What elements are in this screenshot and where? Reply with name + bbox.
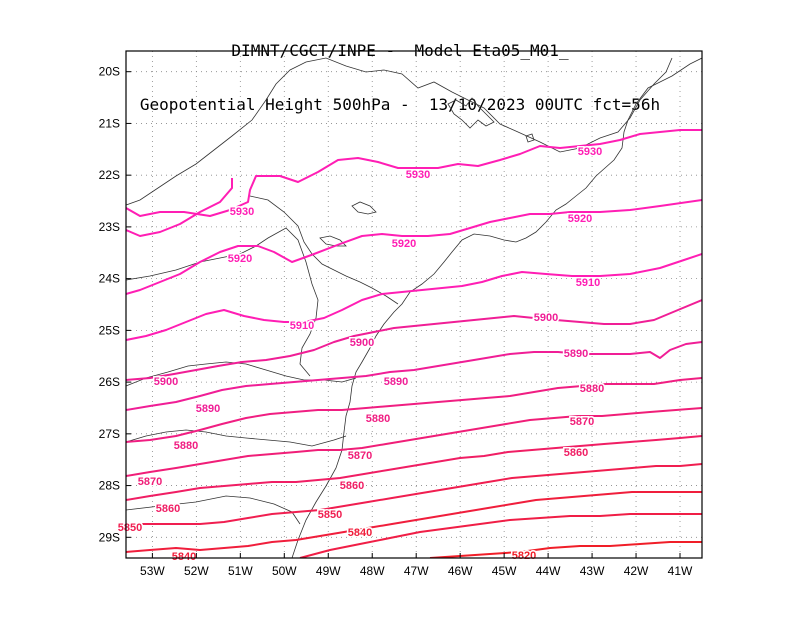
state-border-mg-sp bbox=[126, 57, 673, 206]
state-border-sp-pr bbox=[249, 195, 399, 305]
x-tick-label: 48W bbox=[360, 564, 385, 578]
x-tick-label: 51W bbox=[228, 564, 253, 578]
contour-label-5870: 5870 bbox=[138, 476, 162, 488]
contour-label-5930: 5930 bbox=[230, 206, 254, 218]
island bbox=[525, 133, 535, 143]
x-tick-label: 53W bbox=[140, 564, 165, 578]
x-tick-label: 42W bbox=[624, 564, 649, 578]
contour-label-5870: 5870 bbox=[570, 416, 594, 428]
contour-line-5900 bbox=[126, 299, 702, 381]
reservoir bbox=[319, 235, 347, 247]
height-contours bbox=[126, 129, 702, 558]
title-line-2: Geopotential Height 500hPa - 13/10/2023 … bbox=[139, 95, 661, 114]
x-tick-label: 50W bbox=[272, 564, 297, 578]
contour-label-5910: 5910 bbox=[576, 277, 600, 289]
contour-line-5880 bbox=[126, 377, 702, 443]
y-tick-label: 24S bbox=[99, 272, 120, 286]
contour-label-5900: 5900 bbox=[534, 312, 558, 324]
map-title: DIMNT/CGCT/INPE - Model Eta05_M01_ Geopo… bbox=[0, 6, 800, 132]
contour-label-5880: 5880 bbox=[366, 413, 390, 425]
x-tick-label: 45W bbox=[492, 564, 517, 578]
y-tick-label: 25S bbox=[99, 323, 120, 337]
country-border bbox=[126, 227, 319, 377]
contour-line-5830 bbox=[299, 513, 702, 558]
contour-label-5890: 5890 bbox=[564, 348, 588, 360]
y-tick-label: 23S bbox=[99, 220, 120, 234]
coastline-and-borders bbox=[126, 57, 702, 558]
state-border-sc-rs bbox=[126, 429, 347, 447]
contour-label-5900: 5900 bbox=[350, 337, 374, 349]
contour-label-5930: 5930 bbox=[406, 169, 430, 181]
contour-label-5840: 5840 bbox=[348, 527, 372, 539]
y-tick-label: 28S bbox=[99, 479, 120, 493]
contour-line-5920 bbox=[126, 199, 702, 295]
contour-line-5850 bbox=[126, 463, 702, 525]
y-tick-label: 20S bbox=[99, 65, 120, 79]
contour-label-5880: 5880 bbox=[174, 440, 198, 452]
contour-labels: 5930 5930 5930 5920 5920 5920 5910 5910 5900 5900… bbox=[116, 145, 605, 565]
contour-label-5920: 5920 bbox=[392, 238, 416, 250]
contour-label-5920: 5920 bbox=[228, 253, 252, 265]
contour-line-5890 bbox=[126, 341, 702, 411]
contour-line-5860 bbox=[126, 435, 702, 501]
x-tick-label: 43W bbox=[580, 564, 605, 578]
reservoir bbox=[447, 97, 495, 129]
contour-line-5840 bbox=[126, 491, 702, 553]
contour-line-5910 bbox=[126, 253, 702, 341]
contour-label-5820: 5820 bbox=[512, 550, 536, 562]
x-tick-label: 41W bbox=[668, 564, 693, 578]
contour-label-5860: 5860 bbox=[340, 480, 364, 492]
contour-line-5930 bbox=[126, 129, 702, 217]
x-tick-label: 44W bbox=[536, 564, 561, 578]
contour-label-5860: 5860 bbox=[156, 503, 180, 515]
contour-line-5920 bbox=[126, 178, 233, 237]
contour-label-5930: 5930 bbox=[578, 146, 602, 158]
reservoir bbox=[351, 201, 377, 215]
contour-label-5860: 5860 bbox=[564, 447, 588, 459]
x-tick-label: 46W bbox=[448, 564, 473, 578]
contour-label-5910: 5910 bbox=[290, 320, 314, 332]
contour-label-5900: 5900 bbox=[154, 376, 178, 388]
y-tick-label: 22S bbox=[99, 168, 120, 182]
x-tick-label: 52W bbox=[184, 564, 209, 578]
y-tick-label: 26S bbox=[99, 375, 120, 389]
contour-label-5880: 5880 bbox=[580, 383, 604, 395]
map-frame bbox=[125, 50, 703, 559]
contour-label-5840: 5840 bbox=[172, 551, 196, 563]
contour-label-5920: 5920 bbox=[568, 213, 592, 225]
y-tick-label: 27S bbox=[99, 427, 120, 441]
y-tick-label: 21S bbox=[99, 116, 120, 130]
contour-label-5850: 5850 bbox=[118, 522, 142, 534]
x-tick-label: 47W bbox=[404, 564, 429, 578]
y-tick-label: 29S bbox=[99, 530, 120, 544]
x-tick-label: 49W bbox=[316, 564, 341, 578]
latitude-ticks: 20S 21S 22S 23S 24S 25S 26S 27S 28S 29S bbox=[99, 65, 131, 544]
contour-line-5820 bbox=[429, 541, 702, 558]
longitude-ticks: 53W 52W 51W 50W 49W 48W 47W 46W 45W 44W 43W 42W 41W bbox=[140, 553, 693, 578]
contour-label-5870: 5870 bbox=[348, 450, 372, 462]
rio-grande-border bbox=[126, 495, 301, 525]
contour-label-5850: 5850 bbox=[318, 509, 342, 521]
grid-lines bbox=[126, 51, 702, 558]
contour-label-5890: 5890 bbox=[384, 376, 408, 388]
contour-line-5870 bbox=[126, 407, 702, 477]
contour-label-5890: 5890 bbox=[196, 403, 220, 415]
